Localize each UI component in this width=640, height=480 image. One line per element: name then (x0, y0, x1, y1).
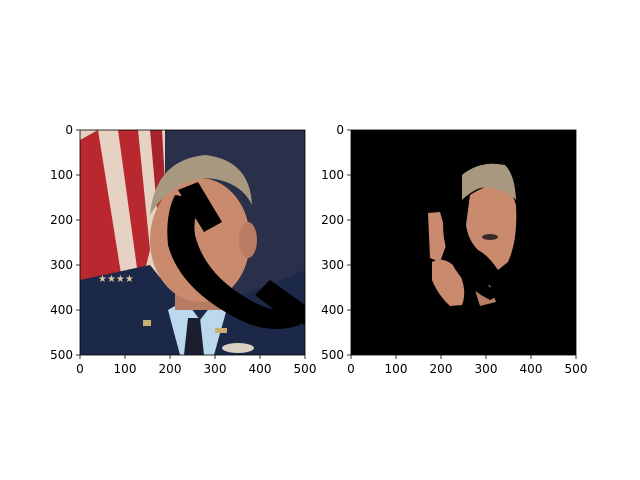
left-y-tick-label: 100 (50, 168, 73, 182)
right-x-tick-label: 0 (347, 362, 355, 376)
right-x-tick-label: 500 (565, 362, 588, 376)
right-x-tick-label: 400 (520, 362, 543, 376)
left-x-tick-label: 200 (159, 362, 182, 376)
left-image-panel: ★★★★ (80, 130, 305, 355)
right-x-tick-label: 300 (475, 362, 498, 376)
left-x-tick-label: 300 (204, 362, 227, 376)
left-x-tick-label: 0 (76, 362, 84, 376)
left-y-tick-label: 300 (50, 258, 73, 272)
right-image-panel (351, 130, 576, 355)
left-x-tick-label: 400 (249, 362, 272, 376)
left-y-tick-label: 200 (50, 213, 73, 227)
right-x-tick-label: 200 (430, 362, 453, 376)
right-axes-frame (350, 129, 577, 356)
right-y-tick-label: 0 (336, 123, 344, 137)
right-x-tick-label: 100 (385, 362, 408, 376)
svg-text:★★★★: ★★★★ (98, 274, 134, 285)
left-x-tick-label: 100 (114, 362, 137, 376)
left-y-tick-label: 500 (50, 348, 73, 362)
right-y-tick-label: 300 (321, 258, 344, 272)
left-y-tick-label: 0 (65, 123, 73, 137)
right-y-tick-label: 400 (321, 303, 344, 317)
left-y-tick-label: 400 (50, 303, 73, 317)
left-x-tick-label: 500 (294, 362, 317, 376)
right-y-tick-label: 200 (321, 213, 344, 227)
left-axes-frame (79, 129, 306, 356)
right-y-tick-label: 500 (321, 348, 344, 362)
right-y-tick-label: 100 (321, 168, 344, 182)
